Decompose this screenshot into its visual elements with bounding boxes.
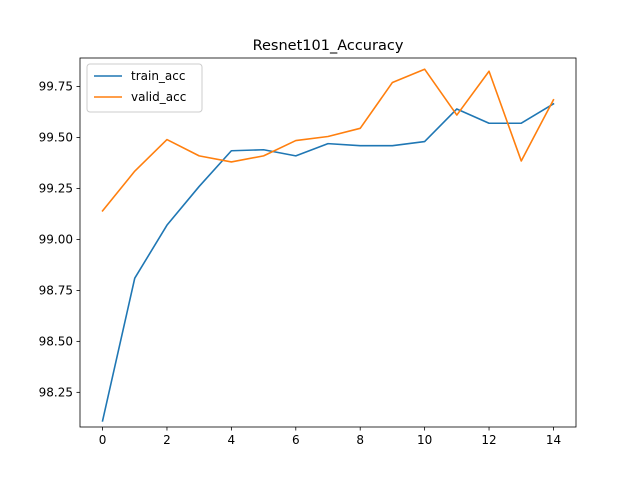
x-tick-label: 10 bbox=[417, 433, 432, 447]
series-line-valid-acc bbox=[101, 68, 555, 213]
x-tick-label: 6 bbox=[292, 433, 300, 447]
series-line-train-acc bbox=[101, 102, 555, 422]
chart-title: Resnet101_Accuracy bbox=[253, 38, 404, 54]
series-lines bbox=[101, 68, 555, 422]
x-tick-label: 14 bbox=[546, 433, 561, 447]
legend-label: valid_acc bbox=[131, 90, 186, 104]
x-tick-label: 8 bbox=[356, 433, 364, 447]
y-tick-label: 99.00 bbox=[39, 232, 73, 246]
y-tick-label: 98.50 bbox=[39, 334, 73, 348]
x-tick-label: 2 bbox=[163, 433, 171, 447]
y-tick-label: 98.25 bbox=[39, 385, 73, 399]
plot-axes: 0 2 4 6 8 10 12 14 98.25 98.50 98.75 99.00 99.25 99.5… bbox=[39, 57, 577, 447]
y-tick-label: 99.50 bbox=[39, 131, 73, 145]
y-tick-label: 99.25 bbox=[39, 181, 73, 195]
y-tick-label: 99.75 bbox=[39, 80, 73, 94]
legend: train_acc valid_acc bbox=[86, 63, 203, 113]
legend-label: train_acc bbox=[131, 69, 185, 83]
x-tick-label: 4 bbox=[228, 433, 236, 447]
y-tick-label: 98.75 bbox=[39, 283, 73, 297]
x-tick-label: 12 bbox=[481, 433, 496, 447]
x-tick-label: 0 bbox=[99, 433, 107, 447]
plot-frame bbox=[79, 57, 577, 428]
